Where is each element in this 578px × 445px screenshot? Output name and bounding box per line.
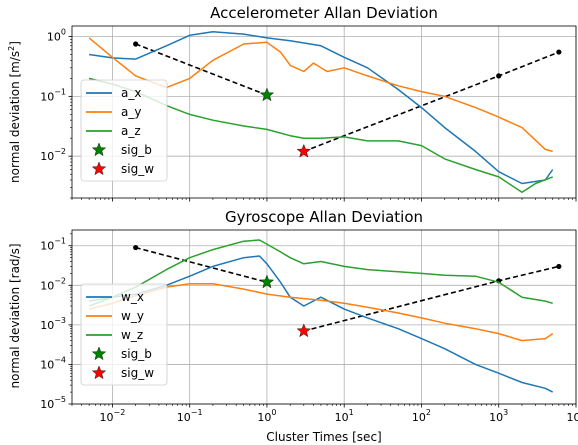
fit-point <box>556 263 562 270</box>
legend-marker <box>91 142 107 157</box>
markers <box>259 87 311 158</box>
fit-point <box>496 73 502 79</box>
x-tick-label: 10−2 <box>100 408 126 424</box>
legend-label: a_x <box>121 86 141 100</box>
marker-sig_w <box>296 143 311 158</box>
x-axis-label: Cluster Times [sec] <box>266 430 381 444</box>
legend-box <box>80 79 168 182</box>
chart-title: Gyroscope Allan Deviation <box>225 208 423 226</box>
legend-label: sig_b <box>121 347 152 361</box>
series-lines <box>88 31 554 193</box>
ticks: 10−2 10−1 100 <box>40 28 577 202</box>
x-tick-label: 103 <box>489 408 508 424</box>
chart-gyroscope: Gyroscope Allan Deviation normal deviati… <box>8 208 578 424</box>
y-tick-label: 100 <box>47 28 66 44</box>
fit-point <box>133 244 139 251</box>
legend-label: a_y <box>121 105 141 119</box>
series-a_x <box>88 31 554 185</box>
marker-sig_b <box>259 274 275 289</box>
fit-point <box>556 49 562 55</box>
series-w_y <box>88 282 554 342</box>
legend: a_x a_y a_z sig_b sig_w <box>80 79 168 182</box>
y-axis-label: normal deviation [rad/s] <box>8 243 22 388</box>
x-tick-label: 102 <box>412 408 431 424</box>
y-tick-label: 10−3 <box>40 316 66 332</box>
plot-frame <box>71 229 577 405</box>
ticks: 10−2 10−1 100 101 102 103 104 10−5 10−4 10−3 10−2 1… <box>40 233 578 424</box>
series-a_z <box>88 77 553 193</box>
x-tick-label: 101 <box>335 408 354 424</box>
legend-marker <box>91 161 107 176</box>
x-tick-label: 100 <box>257 408 276 424</box>
legend-label: sig_b <box>121 143 152 157</box>
y-tick-label: 10−2 <box>40 147 66 163</box>
series-w_z <box>88 239 553 307</box>
legend-label: sig_w <box>121 162 154 176</box>
y-tick-label: 10−4 <box>40 355 66 371</box>
fit-line <box>135 246 268 283</box>
chart-accelerometer: Accelerometer Allan Deviation normal dev… <box>7 4 577 202</box>
series-a_y <box>88 37 553 153</box>
y-tick-label: 10−1 <box>40 87 66 103</box>
x-tick-label: 104 <box>566 408 578 424</box>
legend-box <box>80 283 168 386</box>
chart-title: Accelerometer Allan Deviation <box>210 4 438 22</box>
y-tick-label: 10−5 <box>40 395 66 411</box>
markers <box>259 274 311 338</box>
y-tick-label: 10−2 <box>40 276 66 292</box>
legend-label: w_y <box>121 309 144 323</box>
series-lines <box>88 239 554 393</box>
legend-marker <box>91 365 107 380</box>
legend-label: w_x <box>121 290 144 304</box>
x-tick-label: 10−1 <box>177 408 203 424</box>
marker-sig_b <box>259 87 275 102</box>
legend-label: w_z <box>121 328 143 342</box>
plot-frame <box>71 25 577 199</box>
series-w_x <box>88 255 554 393</box>
y-tick-label: 10−1 <box>40 237 66 253</box>
legend-marker <box>91 346 107 361</box>
legend: w_x w_y w_z sig_b sig_w <box>80 283 168 386</box>
legend-label: sig_w <box>121 366 154 380</box>
y-axis-label: normal deviation [m/s2] <box>7 41 22 183</box>
marker-sig_w <box>296 323 311 338</box>
legend-label: a_z <box>121 124 141 138</box>
fit-point <box>133 41 139 47</box>
